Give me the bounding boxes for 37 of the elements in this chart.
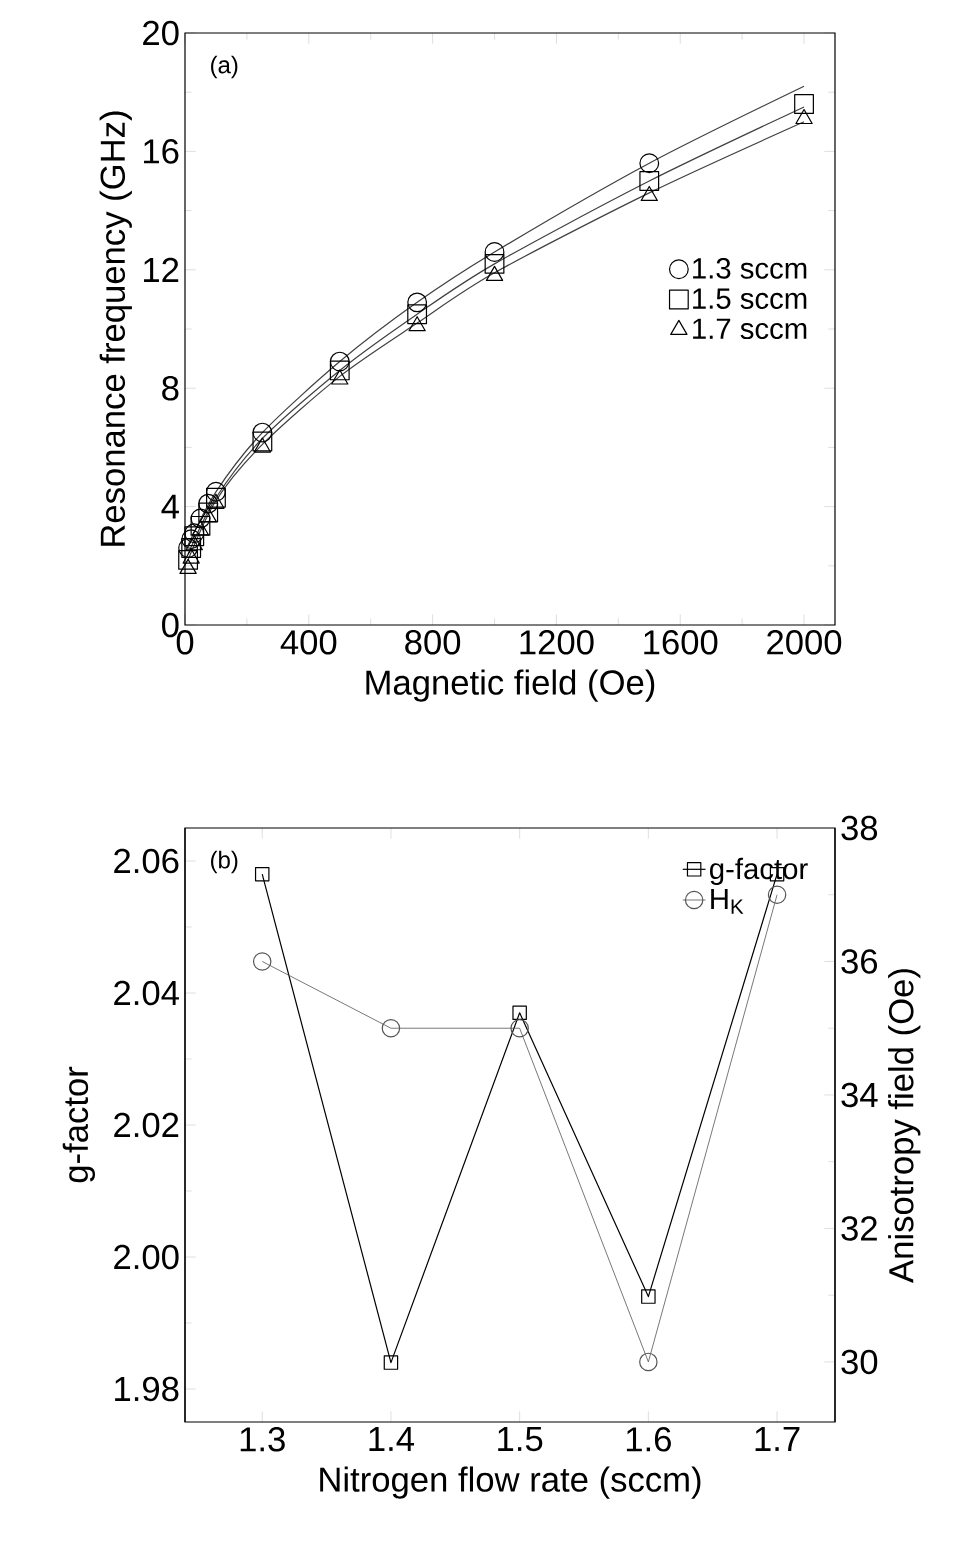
- x-tick-label: 1.6: [626, 1427, 671, 1452]
- y-tick-label: 12: [144, 257, 179, 282]
- x-tick-label: 1.4: [369, 1427, 415, 1451]
- y2-tick-label: 30: [841, 1349, 878, 1375]
- y-tick-label: 8: [162, 375, 179, 401]
- annotation: (b): [211, 850, 238, 874]
- y-axis-title: Resonance frequency (GHz): [99, 111, 132, 546]
- x-tick-label: 1.7: [755, 1427, 800, 1451]
- y-tick-label: 2.02: [114, 1112, 179, 1138]
- y2-axis-title: Anisotropy field (Oe): [888, 969, 921, 1283]
- legend-label: g-factor: [710, 857, 808, 886]
- y-tick-label: 4: [161, 494, 179, 519]
- y2-tick-label: 38: [841, 815, 878, 841]
- legend-label: 1.5 sccm: [693, 288, 807, 309]
- legend-label: 1.7 sccm: [693, 318, 807, 340]
- legend-label: H$_{K}$: [711, 888, 744, 914]
- y2-tick-label: 32: [841, 1216, 877, 1241]
- y-tick-label: 20: [143, 20, 179, 46]
- x-tick-label: 1.5: [498, 1427, 543, 1452]
- x-axis-title: Magnetic field (Oe): [366, 669, 655, 702]
- x-tick-label: 1200: [520, 630, 594, 655]
- legend-label: 1.3 sccm: [693, 257, 807, 279]
- y2-tick-label: 36: [841, 949, 878, 974]
- y-tick-label: 2.00: [114, 1244, 179, 1270]
- y2-tick-label: 34: [841, 1082, 878, 1108]
- x-tick-label: 1.3: [240, 1427, 285, 1452]
- y-axis-title: g-factor: [62, 1066, 95, 1183]
- x-tick-label: 2000: [767, 630, 842, 655]
- y-tick-label: 16: [144, 139, 179, 164]
- x-tick-label: 800: [405, 630, 461, 655]
- annotation: (a): [211, 55, 238, 79]
- y-tick-label: 2.06: [114, 848, 179, 874]
- y-tick-label: 1.98: [115, 1376, 179, 1402]
- x-axis-title: Nitrogen flow rate (sccm): [320, 1466, 701, 1499]
- y-tick-label: 2.04: [114, 980, 179, 1006]
- x-tick-label: 1600: [644, 630, 718, 655]
- x-tick-label: 400: [280, 630, 337, 655]
